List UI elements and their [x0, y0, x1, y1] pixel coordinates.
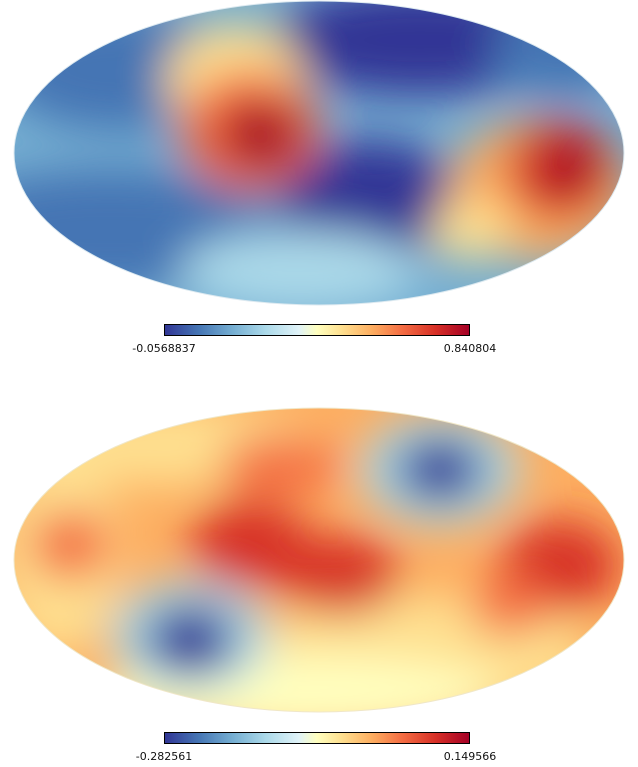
mollweide-map-2 — [13, 407, 625, 713]
colorbar-2-max-label: 0.149566 — [443, 750, 497, 763]
colorbar-1 — [164, 324, 470, 336]
colorbar-1-max-label: 0.840804 — [443, 342, 497, 355]
colorbar-2 — [164, 732, 470, 744]
colorbar-2-min-label: -0.282561 — [135, 750, 193, 763]
mollweide-map-1 — [13, 0, 625, 306]
colorbar-1-min-label: -0.0568837 — [132, 342, 196, 355]
top-panel: -0.0568837 0.840804 — [0, 0, 638, 380]
bottom-panel: -0.282561 0.149566 — [0, 405, 638, 767]
